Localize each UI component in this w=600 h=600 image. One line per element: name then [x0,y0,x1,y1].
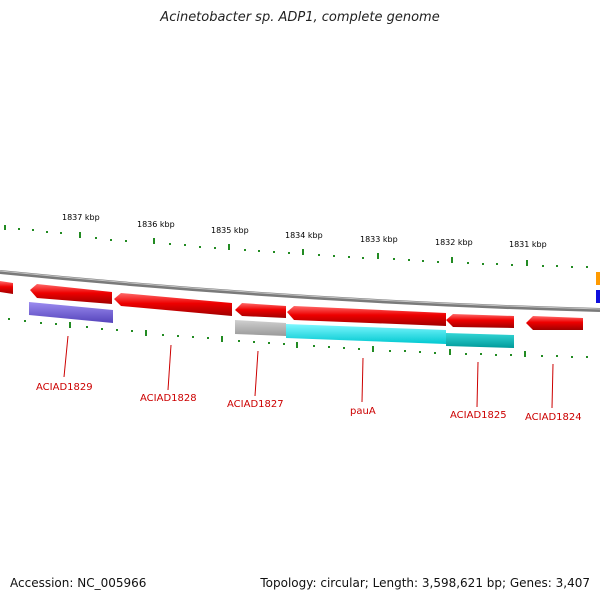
gene-arrow-aciad1825[interactable] [446,314,514,328]
label-leader-lines [63,335,554,409]
gene-arrow-aciad1829[interactable] [30,284,112,304]
cog-features [29,302,514,348]
gene-arrow-paua[interactable] [287,306,446,326]
accession-text: Accession: NC_005966 [10,576,147,590]
map-title: Acinetobacter sp. ADP1, complete genome [160,10,440,25]
inner-scale-ring [8,318,588,358]
edge-feature-orange [596,272,600,285]
gene-arrow-aciad1828[interactable] [114,293,232,316]
genome-stats-text: Topology: circular; Length: 3,598,621 bp… [260,576,590,590]
scale-tick-label: 1833 kbp [360,235,398,244]
gene-label-aciad1829: ACIAD1829 [36,382,93,393]
gene-label-aciad1828: ACIAD1828 [140,393,197,404]
scale-tick-label: 1837 kbp [62,213,100,222]
gene-arrow-aciad1827[interactable] [235,303,286,318]
gene-features [0,281,583,330]
gene-arrow-aciad1824[interactable] [526,316,583,330]
gene-arrow[interactable] [0,281,13,294]
scale-tick-label: 1831 kbp [509,240,547,249]
scale-tick-label: 1836 kbp [137,220,175,229]
gene-label-paua: pauA [350,406,376,417]
gene-label-aciad1825: ACIAD1825 [450,410,507,421]
cog-bar-cyan[interactable] [286,324,446,344]
cog-bar-purple[interactable] [29,302,113,323]
edge-feature-blue [596,290,600,303]
gene-label-aciad1827: ACIAD1827 [227,399,284,410]
genome-backbone [0,270,600,312]
cog-bar-gray[interactable] [235,320,286,336]
gene-label-aciad1824: ACIAD1824 [525,412,582,423]
outer-scale-ring [4,225,588,268]
scale-tick-label: 1834 kbp [285,231,323,240]
scale-tick-label: 1835 kbp [211,226,249,235]
cog-bar-teal[interactable] [446,333,514,348]
scale-tick-label: 1832 kbp [435,238,473,247]
